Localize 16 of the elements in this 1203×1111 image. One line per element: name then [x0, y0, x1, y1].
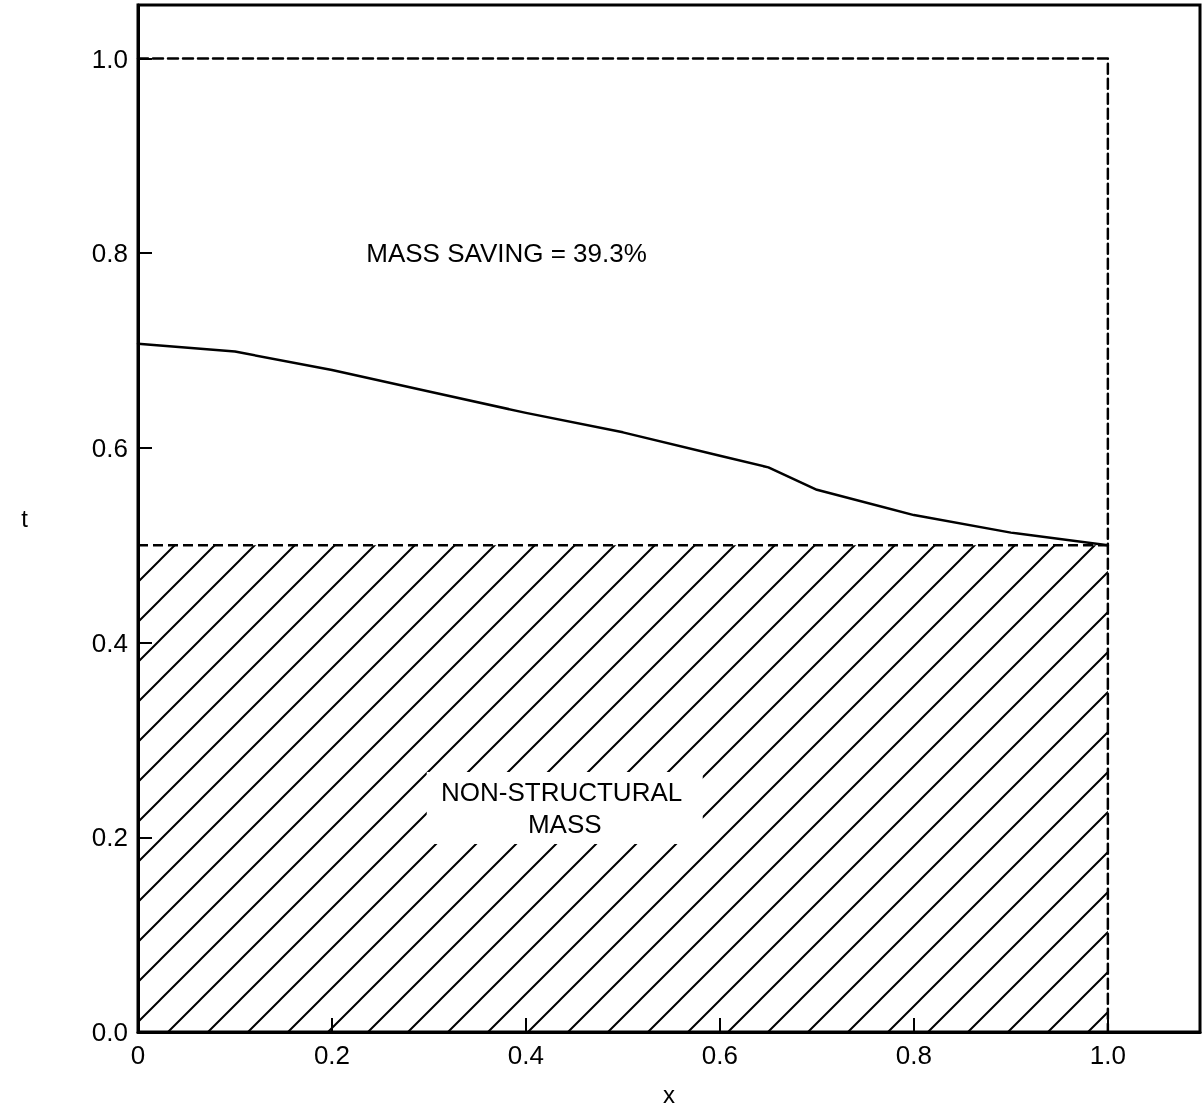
y-tick-label: 0.6	[91, 432, 128, 463]
annotation: NON-STRUCTURAL MASS	[441, 777, 689, 840]
y-tick-label: 0.8	[91, 238, 128, 269]
annotation: MASS SAVING = 39.3%	[366, 238, 647, 269]
x-tick-label: 0.6	[701, 1040, 738, 1070]
x-tick-label: 0.8	[895, 1040, 932, 1070]
y-tick-label: 0.0	[91, 1017, 128, 1047]
y-tick-label: 1.0	[91, 43, 128, 74]
y-tick-label: 0.4	[91, 627, 128, 658]
y-tick-label: 0.2	[91, 822, 128, 853]
x-tick-label: 0.4	[507, 1040, 545, 1070]
x-tick-label: 0	[130, 1040, 146, 1070]
y-axis-title: t	[21, 505, 29, 532]
x-axis-title: x	[663, 1080, 675, 1108]
x-tick-label: 0.2	[313, 1040, 351, 1070]
x-tick-label: 1.0	[1089, 1040, 1126, 1070]
